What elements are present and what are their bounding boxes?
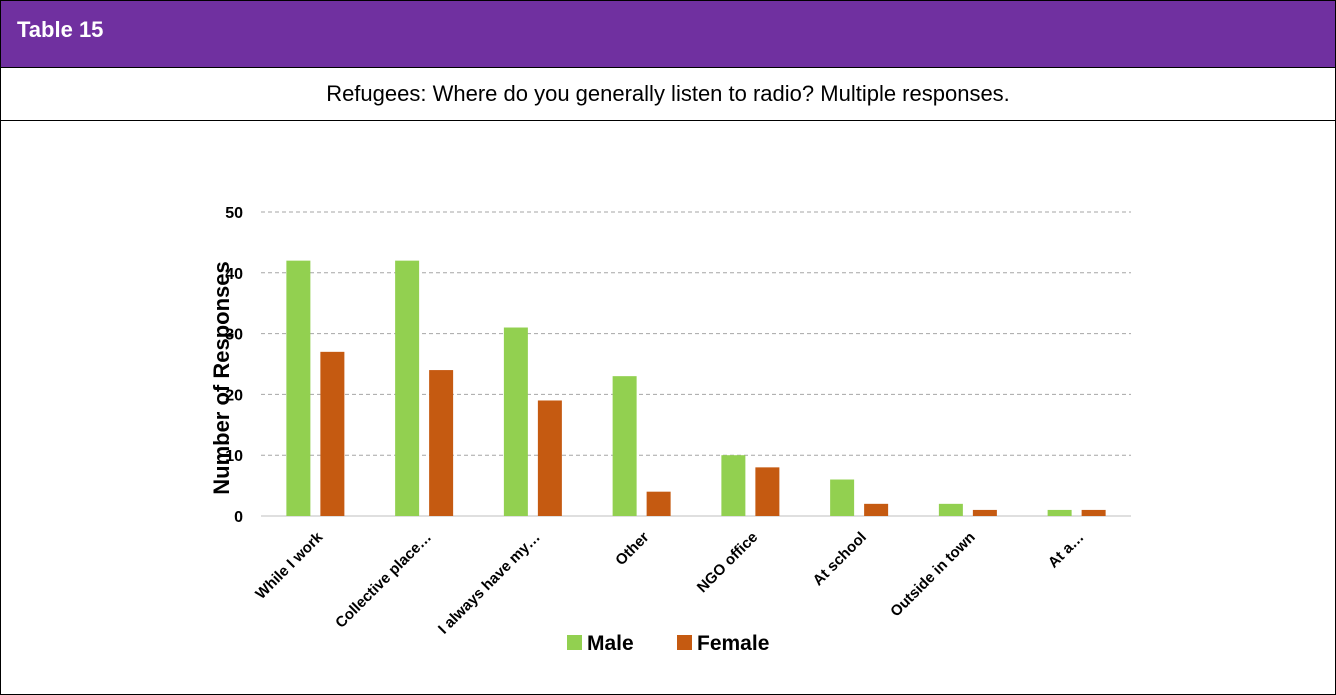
y-tick-label: 40 bbox=[225, 266, 243, 283]
category-labels: While I work Collective place… I always ha… bbox=[252, 528, 1087, 637]
bar-male bbox=[395, 260, 420, 516]
y-axis-title: Number of Responses bbox=[209, 261, 234, 495]
gridlines bbox=[261, 211, 1131, 517]
category-label: While I work bbox=[252, 528, 326, 602]
bar-female bbox=[429, 370, 454, 516]
category-label: At a… bbox=[1045, 529, 1088, 572]
table-header: Table 15 bbox=[1, 1, 1335, 68]
bar-female bbox=[646, 491, 671, 516]
bar-female bbox=[972, 509, 997, 516]
bar-male bbox=[830, 479, 855, 516]
legend-swatch-female bbox=[677, 635, 692, 650]
table-title: Table 15 bbox=[17, 17, 104, 42]
bar-male bbox=[503, 327, 528, 516]
category-label: NGO office bbox=[694, 529, 761, 596]
category-label: Outside in town bbox=[887, 529, 979, 621]
bar-male bbox=[938, 503, 963, 516]
category-label: I always have my… bbox=[435, 529, 544, 638]
caption-row: Refugees: Where do you generally listen … bbox=[1, 68, 1335, 121]
legend: Male Female bbox=[567, 632, 769, 655]
bar-female bbox=[864, 503, 889, 516]
category-label: Collective place… bbox=[332, 529, 435, 632]
bars bbox=[286, 260, 1106, 516]
legend-label-female: Female bbox=[697, 632, 769, 655]
legend-label-male: Male bbox=[587, 632, 634, 655]
category-label: Other bbox=[612, 529, 652, 569]
bar-female bbox=[1081, 509, 1106, 516]
bar-female bbox=[755, 467, 780, 516]
y-tick-label: 0 bbox=[234, 509, 243, 526]
chart-caption: Refugees: Where do you generally listen … bbox=[326, 81, 1010, 106]
bar-male bbox=[1047, 509, 1072, 516]
y-tick-label: 30 bbox=[225, 327, 243, 344]
category-label: At school bbox=[810, 529, 870, 589]
y-tick-label: 10 bbox=[225, 448, 243, 465]
bar-female bbox=[320, 351, 345, 516]
y-tick-label: 50 bbox=[225, 205, 243, 222]
bar-male bbox=[721, 455, 746, 516]
y-tick-label: 20 bbox=[225, 387, 243, 404]
bar-female bbox=[537, 400, 562, 516]
y-tick-labels: 0 10 20 30 40 50 bbox=[225, 205, 243, 526]
legend-swatch-male bbox=[567, 635, 582, 650]
bar-male bbox=[612, 376, 637, 516]
bar-male bbox=[286, 260, 311, 516]
